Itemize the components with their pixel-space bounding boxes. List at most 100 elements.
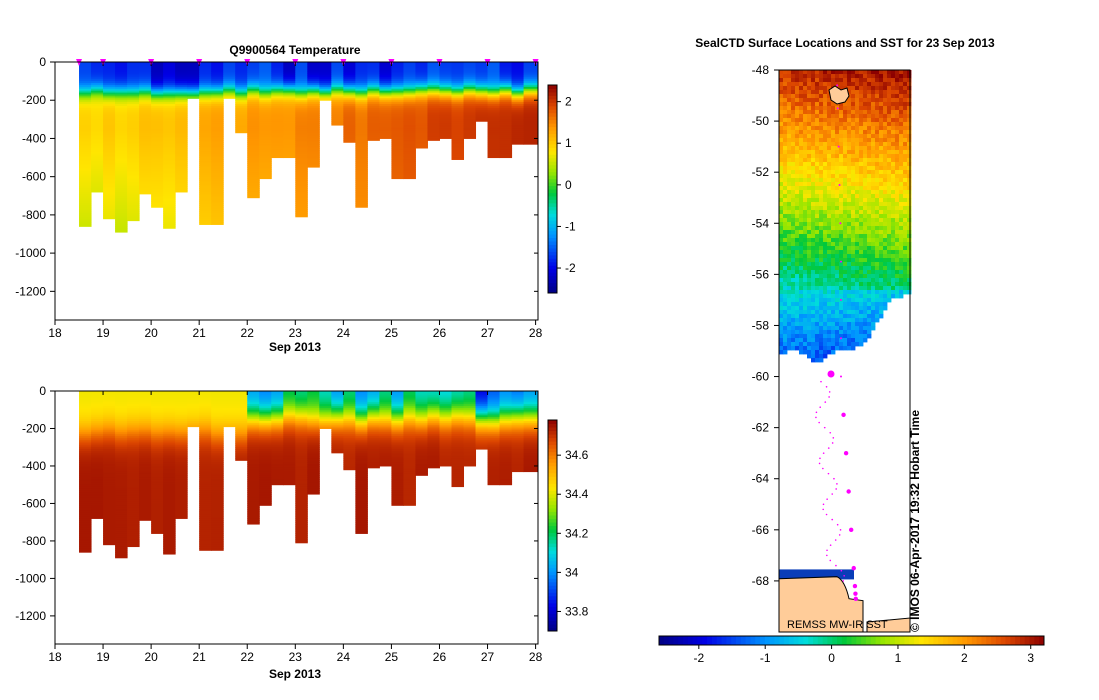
heatmap-cell xyxy=(523,102,539,105)
heatmap-cell xyxy=(151,501,164,504)
heatmap-cell xyxy=(103,524,116,527)
heatmap-cell xyxy=(115,520,128,523)
heatmap-cell xyxy=(295,514,308,518)
colorbar-segment xyxy=(548,157,557,162)
heatmap-cell xyxy=(271,128,284,132)
heatmap-cell xyxy=(307,92,320,95)
heatmap-cell xyxy=(451,138,465,141)
heatmap-cell xyxy=(175,83,188,86)
heatmap-cell xyxy=(307,428,320,431)
heatmap-cell xyxy=(91,507,104,510)
heatmap-cell xyxy=(307,123,320,126)
heatmap-cell xyxy=(487,69,501,73)
heatmap-cell xyxy=(451,432,465,435)
heatmap-cell xyxy=(283,458,296,461)
heatmap-cell xyxy=(79,497,92,501)
heatmap-cell xyxy=(271,92,284,95)
heatmap-cell xyxy=(403,123,416,126)
heatmap-cell xyxy=(163,396,176,399)
heatmap-cell xyxy=(235,102,248,105)
heatmap-cell xyxy=(79,494,92,497)
heatmap-cell xyxy=(463,400,477,403)
heatmap-cell xyxy=(91,434,104,437)
heatmap-cell xyxy=(307,398,320,401)
heatmap-cell xyxy=(355,113,368,117)
heatmap-cell xyxy=(343,422,356,426)
heatmap-cell xyxy=(355,153,368,157)
heatmap-cell xyxy=(391,441,404,444)
sst-cell xyxy=(787,302,792,307)
heatmap-cell xyxy=(451,111,465,115)
heatmap-cell xyxy=(295,104,308,107)
heatmap-cell xyxy=(79,94,92,97)
heatmap-cell xyxy=(235,121,248,124)
heatmap-cell xyxy=(427,392,440,396)
heatmap-cell xyxy=(331,67,344,71)
heatmap-cell xyxy=(307,473,320,476)
heatmap-cell xyxy=(307,391,320,394)
heatmap-cell xyxy=(499,422,513,426)
heatmap-cell xyxy=(199,132,212,136)
heatmap-cell xyxy=(415,136,428,139)
heatmap-cell xyxy=(379,132,392,136)
heatmap-cell xyxy=(391,140,404,143)
heatmap-cell xyxy=(199,424,212,428)
sst-cell xyxy=(791,274,796,279)
heatmap-cell xyxy=(115,146,128,149)
heatmap-cell xyxy=(487,467,501,471)
heatmap-cell xyxy=(307,79,320,82)
heatmap-cell xyxy=(523,138,539,141)
heatmap-cell xyxy=(355,531,368,534)
heatmap-cell xyxy=(79,460,92,463)
heatmap-cell xyxy=(115,510,128,514)
heatmap-cell xyxy=(163,497,176,501)
heatmap-cell xyxy=(103,193,116,197)
heatmap-cell xyxy=(91,62,104,65)
heatmap-cell xyxy=(451,132,465,136)
heatmap-cell xyxy=(127,96,140,99)
heatmap-cell xyxy=(151,473,164,476)
heatmap-cell xyxy=(487,128,501,132)
heatmap-cell xyxy=(295,128,308,132)
heatmap-cell xyxy=(259,424,272,428)
heatmap-cell xyxy=(211,155,224,159)
heatmap-cell xyxy=(127,520,140,523)
heatmap-cell xyxy=(199,65,212,69)
heatmap-cell xyxy=(127,484,140,488)
heatmap-cell xyxy=(487,477,501,480)
sst-cell xyxy=(783,338,788,343)
heatmap-cell xyxy=(415,92,428,95)
heatmap-cell xyxy=(127,102,140,105)
heatmap-cell xyxy=(295,465,308,469)
heatmap-cell xyxy=(295,83,308,86)
heatmap-cell xyxy=(163,153,176,157)
sst-cell xyxy=(779,242,784,247)
heatmap-cell xyxy=(403,134,416,138)
heatmap-cell xyxy=(523,402,539,405)
heatmap-cell xyxy=(247,96,260,99)
heatmap-cell xyxy=(127,207,140,210)
heatmap-cell xyxy=(115,409,128,413)
heatmap-cell xyxy=(187,71,200,74)
heatmap-cell xyxy=(211,509,224,512)
sst-cell xyxy=(795,162,800,167)
heatmap-cell xyxy=(163,119,176,122)
heatmap-cell xyxy=(91,462,104,465)
colorbar-segment xyxy=(548,213,557,218)
heatmap-cell xyxy=(403,130,416,134)
colorbar-tick-label: 34.2 xyxy=(565,526,589,540)
heatmap-cell xyxy=(271,464,284,467)
heatmap-cell xyxy=(163,224,176,227)
heatmap-cell xyxy=(211,207,224,210)
heatmap-cell xyxy=(211,495,224,499)
heatmap-cell xyxy=(115,117,128,120)
heatmap-cell xyxy=(307,480,320,484)
heatmap-cell xyxy=(211,405,224,409)
sst-cell xyxy=(791,218,796,223)
heatmap-cell xyxy=(79,178,92,181)
heatmap-cell xyxy=(115,169,128,172)
heatmap-cell xyxy=(79,121,92,124)
heatmap-cell xyxy=(487,84,501,88)
heatmap-cell xyxy=(91,149,104,153)
